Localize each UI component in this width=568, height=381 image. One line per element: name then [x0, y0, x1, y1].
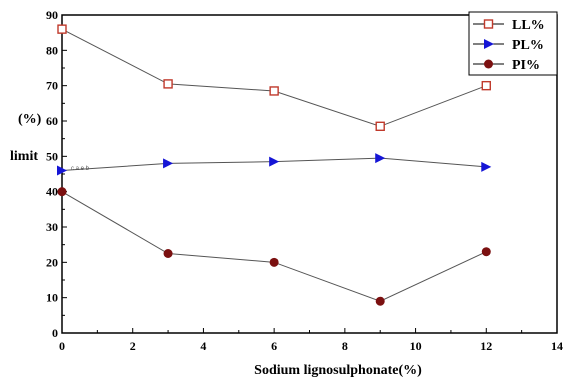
legend-label-ll: LL% — [512, 18, 545, 33]
series-line-ll — [61, 28, 487, 127]
legend-item-pi: PI% — [473, 58, 540, 73]
data-point-pl — [481, 161, 492, 172]
y-tick-label: 10 — [46, 291, 58, 305]
data-point-pi — [375, 296, 385, 306]
x-tick-label: 8 — [342, 339, 348, 353]
data-point-pi — [57, 187, 67, 197]
y-tick-label: 0 — [52, 326, 58, 340]
series-group — [57, 24, 492, 306]
series-line-pi — [61, 191, 487, 302]
x-tick-label: 4 — [200, 339, 206, 353]
x-axis-label: Sodium lignosulphonate(%) — [254, 363, 422, 378]
legend-marker-pi — [484, 59, 493, 69]
x-tick-label: 6 — [271, 339, 277, 353]
x-tick-label: 10 — [410, 339, 422, 353]
x-tick-label: 12 — [480, 339, 492, 353]
y-tick-label: 50 — [46, 149, 58, 163]
y-tick-label: 90 — [46, 8, 58, 22]
y-tick-label: 30 — [46, 220, 58, 234]
y-tick-label: 80 — [46, 43, 58, 57]
legend-marker-pl — [484, 39, 494, 49]
x-tick-label: 0 — [59, 339, 65, 353]
legend-label-pl: PL% — [512, 38, 544, 53]
y-axis-label-limit: limit — [10, 149, 38, 164]
legend: LL% PL% PI% — [468, 11, 558, 76]
data-point-pi — [481, 247, 491, 257]
data-point-ll — [57, 24, 67, 34]
chart-annotation: c a e b — [71, 166, 90, 172]
y-tick-label: 40 — [46, 185, 58, 199]
legend-marker-ll — [483, 19, 494, 29]
data-point-ll — [269, 86, 279, 96]
data-point-pl — [375, 153, 386, 164]
data-point-pi — [269, 257, 279, 267]
data-point-pl — [57, 165, 67, 176]
legend-item-ll: LL% — [473, 18, 545, 33]
legend-label-pi: PI% — [512, 58, 540, 73]
x-tick-label: 14 — [551, 339, 563, 353]
y-tick-label: 70 — [46, 79, 58, 93]
data-point-ll — [481, 80, 491, 91]
data-point-pi — [163, 249, 173, 258]
data-point-ll — [375, 121, 385, 132]
legend-item-pl: PL% — [473, 38, 544, 53]
y-tick-label: 60 — [46, 114, 58, 128]
y-tick-label: 20 — [46, 255, 58, 269]
data-point-pl — [269, 156, 280, 167]
data-point-pl — [163, 158, 174, 169]
data-point-ll — [163, 79, 173, 89]
axis-ticks: 0 2 4 6 8 10 12 14 0 10 20 30 40 50 60 70 80 90 — [46, 8, 563, 353]
x-tick-label: 2 — [130, 339, 136, 353]
y-axis-label-unit: (%) — [18, 112, 42, 127]
